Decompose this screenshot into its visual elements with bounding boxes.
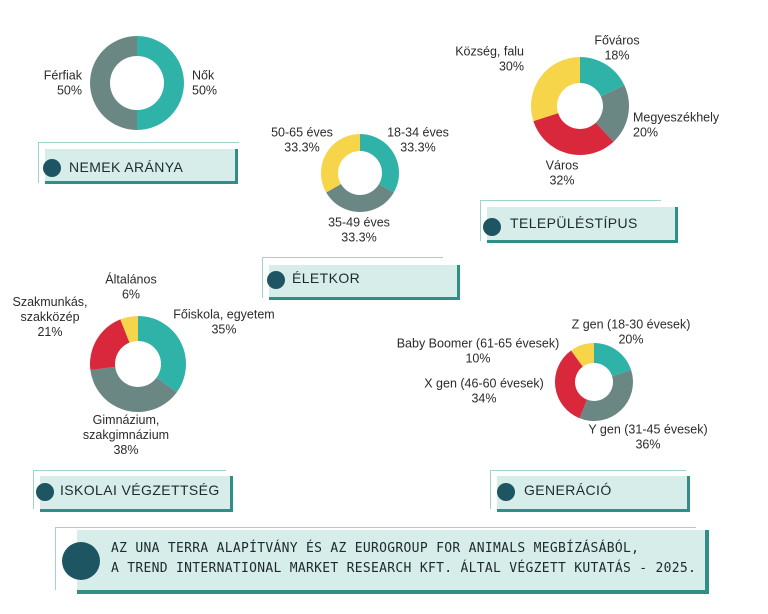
footer-text: AZ UNA TERRA ALAPÍTVÁNY ÉS AZ EUROGROUP … bbox=[111, 539, 696, 579]
footer-line-1: AZ UNA TERRA ALAPÍTVÁNY ÉS AZ EUROGROUP … bbox=[111, 541, 640, 556]
slice-education-0 bbox=[138, 316, 186, 393]
slice-label-age-0: 18-34 éves 33.3% bbox=[387, 126, 449, 155]
slice-label-generation-1: Y gen (31-45 évesek) 36% bbox=[588, 423, 707, 452]
slice-label-generation-3: Baby Boomer (61-65 évesek) 10% bbox=[397, 337, 560, 366]
slice-generation-1 bbox=[579, 369, 633, 421]
slice-label-age-2: 50-65 éves 33.3% bbox=[271, 126, 333, 155]
slice-settlement-0 bbox=[580, 57, 625, 97]
donut-age bbox=[321, 134, 399, 213]
slice-gender-1 bbox=[89, 36, 137, 130]
donut-education bbox=[90, 316, 186, 413]
slice-label-generation-2: X gen (46-60 évesek) 34% bbox=[424, 377, 544, 406]
slice-settlement-1 bbox=[595, 85, 629, 142]
slice-label-settlement-1: Megyeszékhely 20% bbox=[633, 111, 720, 140]
slice-label-settlement-2: Város 32% bbox=[546, 159, 579, 188]
slice-age-0 bbox=[360, 134, 399, 193]
slice-label-education-3: Általános 6% bbox=[105, 272, 156, 302]
slice-generation-3 bbox=[571, 343, 594, 367]
bullet-icon bbox=[62, 542, 100, 580]
slice-label-education-1: Gimnázium, szakgimnázium 38% bbox=[83, 413, 169, 457]
bullet-icon bbox=[497, 483, 515, 501]
slice-label-gender-0: Nők 50% bbox=[192, 69, 217, 98]
footer-line-2: A TREND INTERNATIONAL MARKET RESEARCH KF… bbox=[111, 561, 697, 576]
slice-settlement-2 bbox=[533, 113, 614, 155]
donut-gender bbox=[89, 36, 185, 130]
slice-label-settlement-3: Község, falu 30% bbox=[455, 45, 524, 74]
bullet-icon bbox=[43, 159, 61, 177]
bullet-icon bbox=[267, 271, 285, 289]
panel-title-education: ISKOLAI VÉGZETTSÉG bbox=[60, 482, 220, 498]
slice-education-3 bbox=[120, 316, 138, 343]
slice-label-education-2: Szakmunkás, szakközép 21% bbox=[12, 295, 87, 339]
bullet-icon bbox=[36, 483, 54, 501]
slice-label-age-1: 35-49 éves 33.3% bbox=[328, 216, 390, 245]
slice-gender-0 bbox=[137, 36, 185, 130]
slice-label-settlement-0: Főváros 18% bbox=[594, 34, 639, 63]
donut-settlement bbox=[531, 57, 629, 155]
panel-title-generation: GENERÁCIÓ bbox=[524, 482, 612, 498]
bullet-icon bbox=[483, 218, 501, 236]
slice-generation-2 bbox=[554, 350, 588, 419]
panel-title-age: ÉLETKOR bbox=[292, 270, 361, 286]
slice-generation-0 bbox=[594, 343, 632, 377]
slice-label-generation-0: Z gen (18-30 évesek) 20% bbox=[572, 318, 691, 347]
panel-title-gender: NEMEK ARÁNYA bbox=[69, 159, 184, 175]
donut-generation bbox=[554, 343, 633, 421]
slice-age-1 bbox=[326, 184, 394, 213]
slice-education-1 bbox=[90, 366, 177, 413]
slice-settlement-3 bbox=[531, 57, 580, 122]
slice-label-gender-1: Férfiak 50% bbox=[44, 69, 83, 98]
slice-label-education-0: Főiskola, egyetem 35% bbox=[173, 308, 274, 337]
slice-education-2 bbox=[90, 319, 130, 371]
panel-title-settlement: TELEPÜLÉSTÍPUS bbox=[510, 215, 638, 231]
slice-age-2 bbox=[321, 134, 360, 193]
